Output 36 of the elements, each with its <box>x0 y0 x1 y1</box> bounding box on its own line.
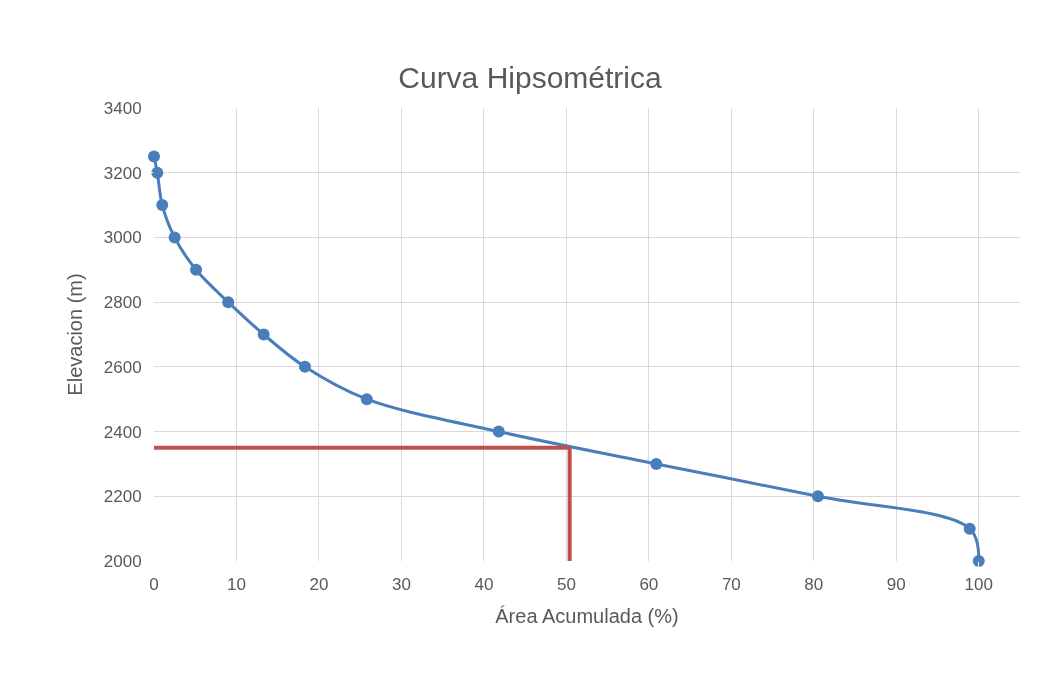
chart-title: Curva Hipsométrica <box>398 61 663 95</box>
point <box>963 522 976 535</box>
point <box>222 296 235 309</box>
point <box>168 231 181 244</box>
x-tick-label: 60 <box>639 575 659 595</box>
y-tick-label: 2600 <box>103 357 142 377</box>
x-tick-label: 0 <box>149 575 159 595</box>
x-tick-label: 10 <box>227 575 246 595</box>
x-tick-label: 20 <box>309 575 329 595</box>
x-tick-label: 100 <box>964 575 993 595</box>
point <box>190 263 203 276</box>
point <box>492 425 505 438</box>
point <box>148 150 160 163</box>
x-tick-label: 30 <box>391 575 411 595</box>
y-tick-label: 2800 <box>103 293 142 313</box>
y-tick-label: 3000 <box>103 228 142 248</box>
y-tick-label: 2400 <box>103 422 142 442</box>
y-axis-title: Elevacion (m) <box>64 273 87 396</box>
point <box>360 393 373 406</box>
x-tick-label: 50 <box>556 575 576 595</box>
y-tick-label: 2200 <box>103 487 142 507</box>
x-tick-label: 70 <box>721 575 741 595</box>
x-tick-label: 90 <box>886 575 906 595</box>
point <box>156 199 169 212</box>
point <box>257 328 270 341</box>
point <box>298 360 311 373</box>
point <box>151 166 164 179</box>
point <box>650 457 663 470</box>
y-tick-label: 2000 <box>103 551 142 571</box>
x-tick-label: 40 <box>474 575 494 595</box>
y-tick-label: 3400 <box>103 98 142 118</box>
x-tick-label: 80 <box>804 575 824 595</box>
y-tick-label: 3200 <box>103 163 142 183</box>
x-axis-title: Área Acumulada (%) <box>495 604 679 627</box>
point <box>972 555 985 567</box>
point <box>811 490 824 503</box>
